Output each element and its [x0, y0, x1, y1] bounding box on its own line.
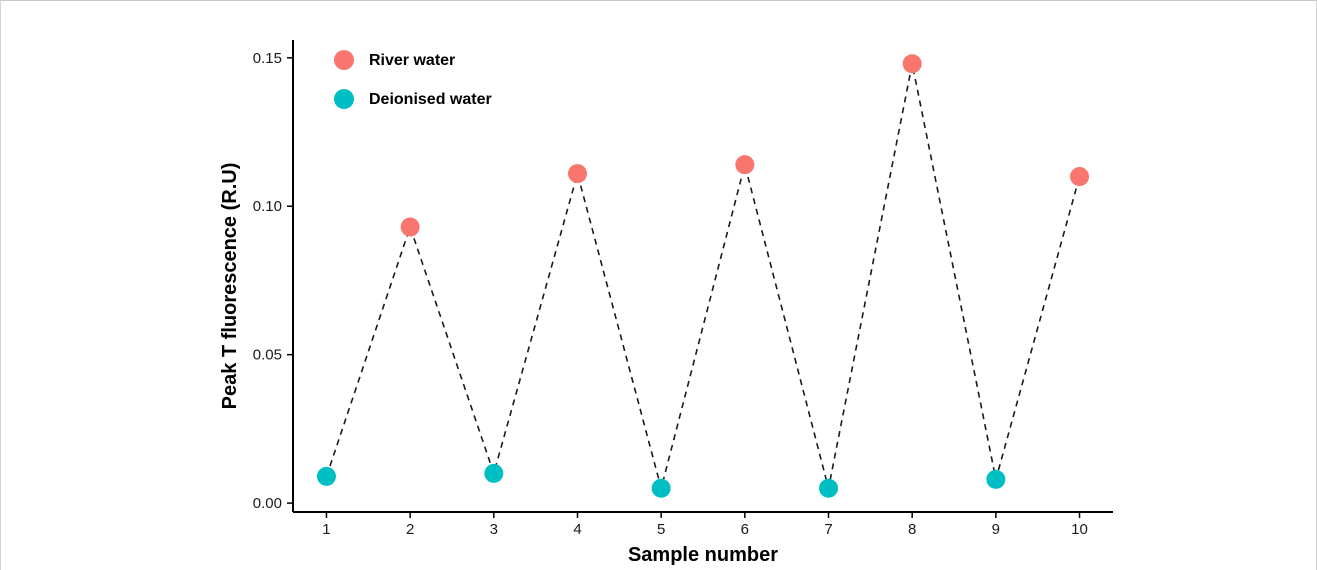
data-point-deionised-water: [484, 463, 504, 483]
legend-label-river-water: River water: [369, 52, 455, 69]
x-axis-ticks: 1 2 3 4 5 6 7 8 9 10: [322, 512, 1088, 538]
data-point-deionised-water: [316, 466, 336, 486]
y-tick-label: 0.00: [253, 495, 282, 512]
legend-marker-deionised-water: [334, 89, 354, 109]
axes-layer: 0.00 0.05 0.10 0.15 1 2 3 4 5 6 7 8 9 10: [253, 40, 1113, 538]
data-point-deionised-water: [819, 478, 839, 498]
dashed-connector-layer: [325, 63, 1081, 492]
chart-legend: River water Deionised water: [334, 50, 492, 109]
legend-label-deionised-water: Deionised water: [369, 91, 492, 108]
y-axis-ticks: 0.00 0.05 0.10 0.15: [253, 50, 293, 512]
x-tick-label: 6: [741, 521, 749, 538]
data-point-river-water: [400, 217, 420, 237]
x-tick-label: 9: [992, 521, 1000, 538]
data-point-deionised-water: [986, 469, 1006, 489]
dashed-connector-line: [325, 63, 1081, 492]
y-tick-label: 0.10: [253, 198, 282, 215]
y-axis-title: Peak T fluorescence (R.U): [219, 163, 241, 410]
data-point-river-water: [735, 155, 755, 175]
legend-marker-river-water: [334, 50, 354, 70]
x-tick-label: 7: [824, 521, 832, 538]
data-points-layer: [316, 54, 1090, 498]
x-tick-label: 1: [322, 521, 330, 538]
x-tick-label: 4: [573, 521, 581, 538]
data-point-river-water: [567, 164, 587, 184]
x-axis-title: Sample number: [628, 544, 778, 566]
x-tick-label: 3: [490, 521, 498, 538]
y-tick-label: 0.15: [253, 50, 282, 67]
x-tick-label: 2: [406, 521, 414, 538]
x-tick-label: 8: [908, 521, 916, 538]
data-point-deionised-water: [651, 478, 671, 498]
x-tick-label: 5: [657, 521, 665, 538]
y-tick-label: 0.05: [253, 347, 282, 364]
data-point-river-water: [1070, 167, 1090, 187]
data-point-river-water: [902, 54, 922, 74]
x-tick-label: 10: [1071, 521, 1088, 538]
